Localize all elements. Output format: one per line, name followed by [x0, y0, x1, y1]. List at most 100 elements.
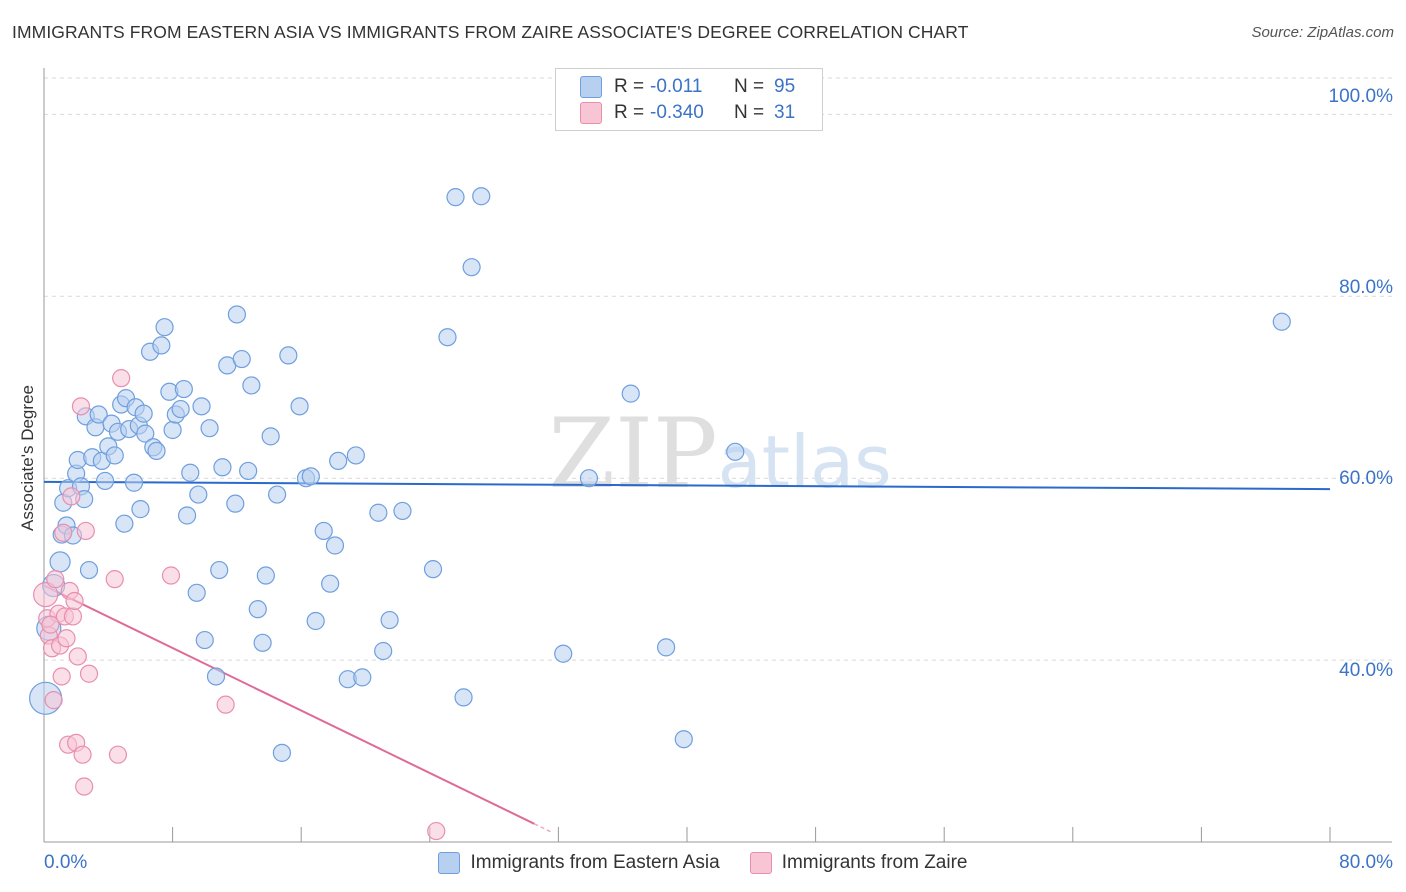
point-eastern-asia-81: [393, 501, 412, 521]
trend-line-zaire: [43, 584, 535, 825]
point-zaire-9: [54, 523, 73, 542]
point-eastern-asia-19: [95, 471, 115, 491]
r-label: R =: [614, 102, 645, 123]
point-eastern-asia-71: [314, 521, 333, 541]
legend-swatch-pink: [580, 102, 602, 124]
point-eastern-asia-50: [200, 419, 219, 438]
stats-row-zaire: R = -0.340 N = 31: [580, 100, 795, 126]
n-value: 95: [774, 76, 796, 97]
r-value: -0.011: [650, 76, 703, 97]
point-eastern-asia-85: [454, 688, 473, 707]
point-eastern-asia-79: [374, 641, 393, 661]
point-zaire-8: [52, 667, 71, 686]
point-eastern-asia-72: [321, 574, 340, 593]
point-eastern-asia-78: [369, 503, 388, 522]
point-eastern-asia-65: [272, 743, 292, 762]
point-eastern-asia-52: [210, 560, 229, 580]
point-eastern-asia-90: [621, 384, 640, 403]
point-zaire-23: [79, 664, 99, 683]
point-zaire-29: [427, 821, 446, 841]
point-zaire-14: [62, 487, 81, 506]
point-eastern-asia-61: [253, 633, 272, 652]
legend-item-eastern-asia[interactable]: Immigrants from Eastern Asia: [438, 852, 720, 874]
point-eastern-asia-42: [171, 399, 190, 419]
point-zaire-18: [68, 647, 87, 666]
point-eastern-asia-53: [213, 458, 232, 477]
watermark: ZIPatlas: [548, 398, 891, 510]
point-eastern-asia-82: [423, 560, 443, 579]
point-eastern-asia-70: [306, 611, 325, 631]
point-eastern-asia-60: [248, 600, 267, 619]
y-tick-label-60: 60.0%: [1339, 468, 1393, 489]
point-eastern-asia-93: [726, 442, 745, 461]
legend-item-zaire[interactable]: Immigrants from Zaire: [749, 852, 968, 874]
point-eastern-asia-3: [49, 551, 71, 573]
point-eastern-asia-80: [380, 610, 399, 630]
x-tick-label-max: 80.0%: [1339, 852, 1393, 873]
legend-label: Immigrants from Zaire: [781, 852, 968, 873]
point-eastern-asia-36: [147, 441, 166, 461]
point-eastern-asia-33: [136, 424, 155, 443]
point-zaire-28: [216, 695, 235, 714]
trend-line-zaire-extension: [533, 823, 553, 834]
point-eastern-asia-59: [242, 376, 261, 395]
point-eastern-asia-91: [657, 638, 676, 657]
gridlines: [44, 77, 1392, 661]
point-zaire-20: [73, 745, 92, 764]
point-eastern-asia-77: [353, 668, 372, 687]
x-tick-label-min: 0.0%: [44, 852, 88, 873]
point-zaire-21: [75, 777, 94, 796]
chart-source: Source: ZipAtlas.com: [1251, 24, 1394, 41]
series-legend: Immigrants from Eastern Asia Immigrants …: [0, 852, 1406, 874]
watermark-text: ZIPatlas: [548, 398, 891, 510]
point-zaire-22: [76, 521, 95, 541]
point-eastern-asia-51: [206, 667, 226, 686]
point-eastern-asia-67: [290, 397, 309, 416]
point-eastern-asia-73: [325, 536, 345, 555]
point-eastern-asia-31: [131, 500, 150, 519]
point-eastern-asia-17: [89, 405, 108, 424]
y-tick-label-100: 100.0%: [1328, 86, 1393, 107]
point-eastern-asia-43: [174, 379, 193, 399]
n-label: N =: [734, 102, 765, 123]
legend-label: Immigrants from Eastern Asia: [470, 852, 720, 873]
point-zaire-19: [71, 397, 91, 416]
stats-row-eastern-asia: R = -0.011 N = 95: [580, 74, 795, 100]
point-eastern-asia-44: [177, 506, 197, 525]
point-eastern-asia-64: [267, 485, 287, 504]
point-eastern-asia-63: [261, 427, 280, 446]
point-eastern-asia-58: [239, 461, 258, 481]
r-value: -0.340: [650, 102, 704, 123]
point-eastern-asia-86: [462, 258, 481, 277]
point-eastern-asia-69: [301, 467, 320, 486]
point-eastern-asia-94: [1272, 312, 1291, 331]
point-zaire-4: [44, 691, 63, 710]
point-eastern-asia-46: [187, 583, 206, 602]
point-eastern-asia-14: [79, 560, 99, 580]
chart-title: IMMIGRANTS FROM EASTERN ASIA VS IMMIGRAN…: [12, 22, 969, 42]
point-zaire-16: [65, 591, 84, 611]
point-eastern-asia-40: [163, 420, 182, 440]
point-eastern-asia-37: [152, 336, 171, 355]
point-eastern-asia-84: [446, 188, 465, 207]
point-eastern-asia-28: [124, 473, 144, 492]
point-zaire-15: [63, 607, 83, 626]
y-tick-label-80: 80.0%: [1339, 277, 1393, 298]
point-eastern-asia-55: [226, 494, 245, 513]
point-eastern-asia-83: [438, 328, 457, 347]
point-eastern-asia-32: [134, 404, 153, 423]
point-eastern-asia-38: [155, 318, 174, 337]
r-label: R =: [614, 76, 645, 97]
point-zaire-5: [46, 570, 65, 589]
legend-swatch-blue: [580, 76, 602, 98]
trend-line-eastern-asia: [43, 480, 1331, 491]
point-eastern-asia-47: [189, 485, 208, 504]
n-value: 31: [774, 102, 796, 123]
point-eastern-asia-87: [472, 187, 491, 206]
point-eastern-asia-92: [674, 730, 693, 749]
point-eastern-asia-66: [279, 346, 298, 365]
point-eastern-asia-89: [579, 469, 599, 488]
point-zaire-30: [41, 615, 60, 634]
point-zaire-27: [161, 566, 181, 585]
trend-lines: [43, 480, 1331, 834]
